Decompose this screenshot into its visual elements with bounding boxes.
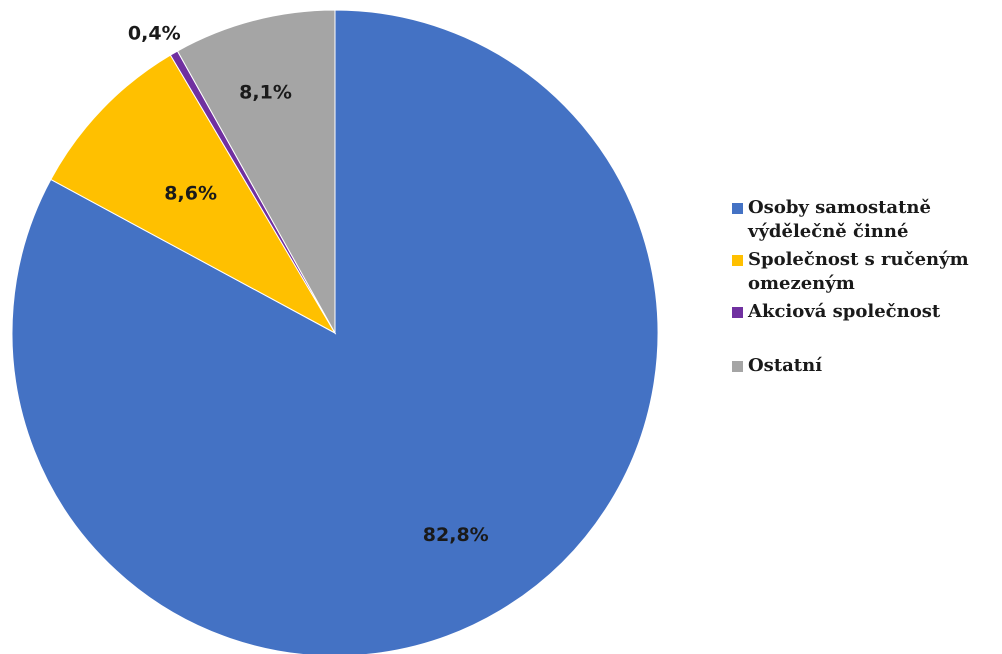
data-label-osvc: 82,8% — [423, 524, 489, 546]
legend-label-osvc: Osoby samostatně výdělečně činné — [748, 197, 931, 242]
data-label-sro: 8,6% — [164, 183, 217, 205]
legend-swatch-as — [732, 307, 743, 318]
pie-slices — [11, 9, 659, 654]
legend-item-sro: Společnost s ručeným omezeným — [732, 248, 1000, 296]
legend-swatch-ostatni — [732, 361, 743, 372]
data-label-ostatni: 8,1% — [239, 82, 292, 104]
legend-item-as: Akciová společnost — [732, 300, 1000, 324]
pie-slice-ostatni — [176, 9, 336, 335]
legend-item-ostatni: Ostatní — [732, 354, 1000, 378]
pie-chart: 82,8% 8,6% 0,4% 8,1% — [11, 9, 659, 654]
chart-legend: Osoby samostatně výdělečně činné Společn… — [732, 196, 1000, 378]
legend-item-osvc: Osoby samostatně výdělečně činné — [732, 196, 1000, 244]
legend-label-ostatni: Ostatní — [748, 355, 823, 376]
pie-slice-sro — [50, 54, 337, 335]
data-label-as: 0,4% — [128, 23, 181, 45]
legend-swatch-sro — [732, 255, 743, 266]
legend-label-as: Akciová společnost — [748, 301, 941, 322]
pie-data-labels: 82,8% 8,6% 0,4% 8,1% — [128, 23, 489, 546]
legend-swatch-osvc — [732, 203, 743, 214]
legend-label-sro: Společnost s ručeným omezeným — [748, 249, 969, 294]
